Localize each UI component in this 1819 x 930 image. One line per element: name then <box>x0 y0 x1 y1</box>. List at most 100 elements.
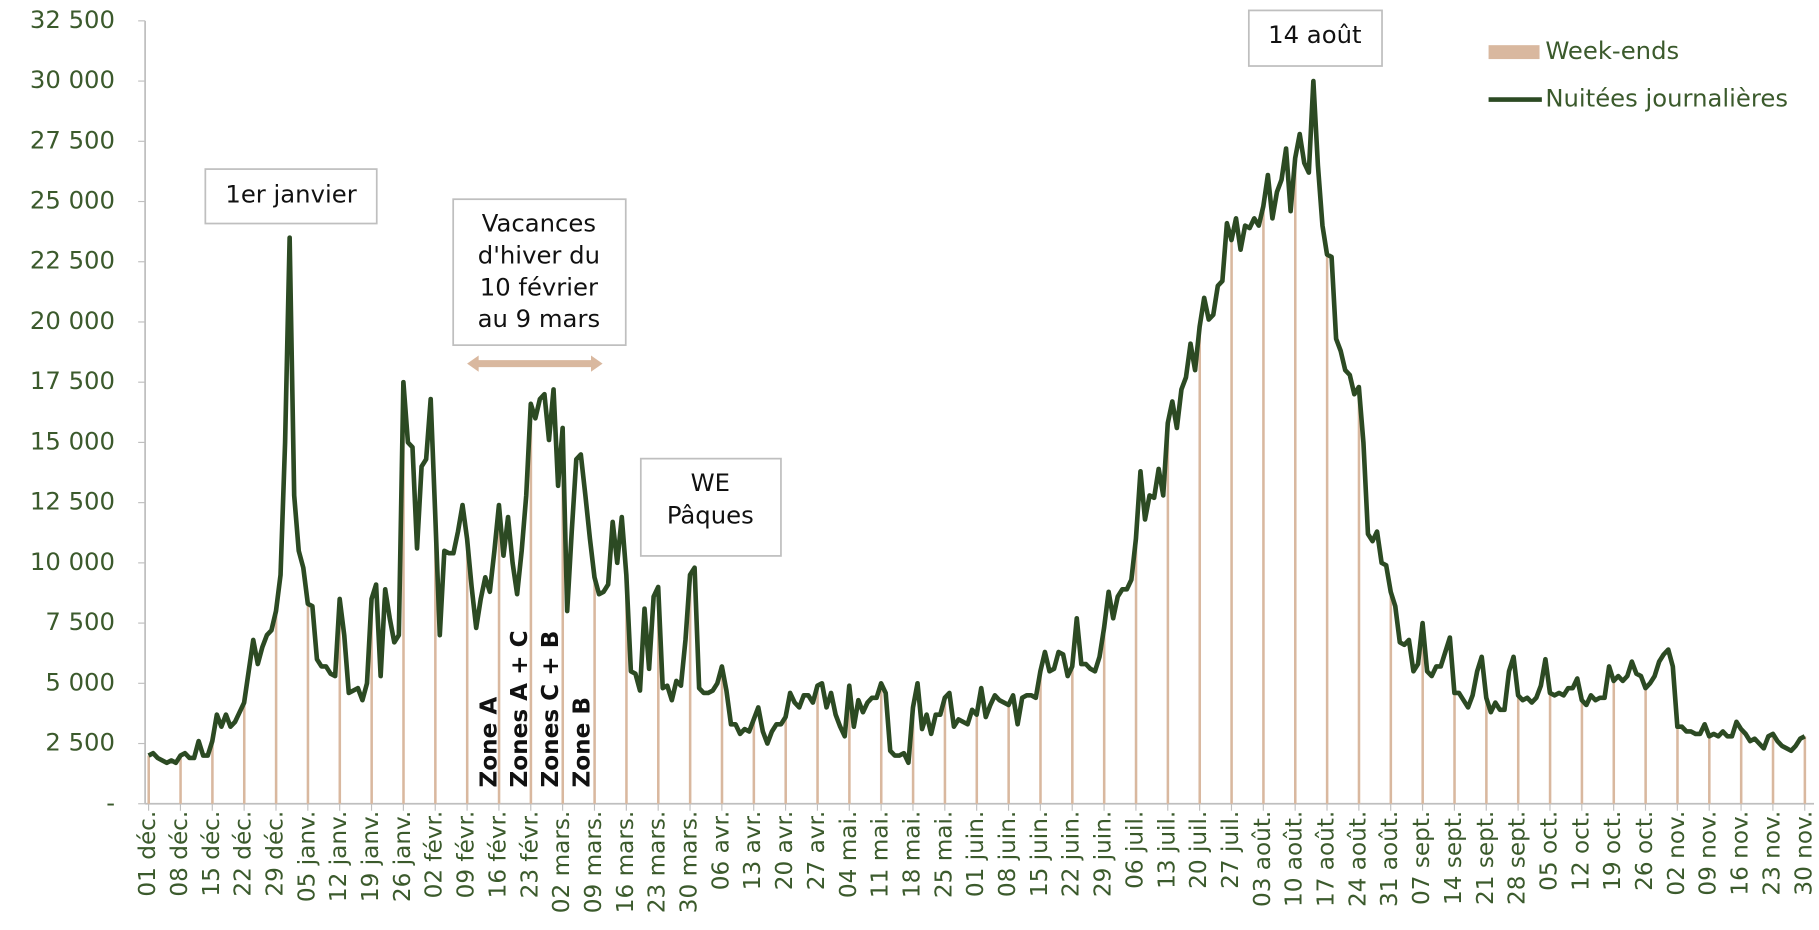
x-tick-label: 19 oct. <box>1600 811 1626 891</box>
x-tick-label: 09 mars. <box>581 811 607 914</box>
y-tick-label: 5 000 <box>45 667 115 696</box>
weekend-bar <box>1612 680 1616 804</box>
weekend-bar <box>529 403 533 804</box>
weekend-bar <box>848 685 851 804</box>
weekend-bar <box>688 574 692 804</box>
weekend-bar <box>179 755 182 804</box>
annotation: 10 février <box>480 272 598 301</box>
x-tick-label: 16 févr. <box>485 811 511 899</box>
x-tick-label: 08 déc. <box>167 811 193 897</box>
weekend-bar <box>561 427 565 804</box>
weekend-bar <box>434 514 437 804</box>
x-tick-label: 13 juil. <box>1154 811 1180 889</box>
weekend-bar <box>1803 736 1807 804</box>
x-tick-label: 21 sept. <box>1473 811 1499 905</box>
weekend-bar <box>625 574 628 804</box>
y-tick-label: 15 000 <box>30 426 115 455</box>
x-tick-label: 27 avr. <box>804 811 830 890</box>
weekend-bar <box>1389 591 1393 804</box>
x-tick-label: 07 sept. <box>1409 811 1435 905</box>
x-tick-label: 20 avr. <box>772 811 798 890</box>
y-tick-label: 27 500 <box>30 125 115 154</box>
x-tick-label: 12 janv. <box>326 811 352 902</box>
x-tick-label: 29 déc. <box>262 811 288 897</box>
x-tick-label: 10 août. <box>1282 811 1308 907</box>
zone-label: Zones A + C <box>507 630 533 787</box>
weekend-bar <box>1485 697 1488 804</box>
x-tick-label: 02 mars. <box>549 811 575 914</box>
weekend-bar <box>402 382 405 804</box>
weekend-bar <box>1453 692 1456 804</box>
annotation-box <box>639 457 782 557</box>
annotation: d'hiver du <box>478 241 600 270</box>
weekend-bar <box>211 741 214 804</box>
x-tick-label: 30 mars. <box>677 811 703 914</box>
x-tick-label: 02 févr. <box>422 811 448 899</box>
x-tick-label: 12 oct. <box>1568 811 1594 891</box>
x-tick-label: 06 avr. <box>708 811 734 890</box>
y-tick-label: 17 500 <box>30 366 115 395</box>
legend-label: Week-ends <box>1545 36 1679 65</box>
x-tick-label: 16 nov. <box>1728 811 1754 896</box>
x-tick-label: 15 déc. <box>199 811 225 897</box>
x-tick-label: 30 nov. <box>1791 811 1817 896</box>
weekend-bar <box>593 577 596 804</box>
weekend-bar <box>1134 538 1138 804</box>
weekend-bar <box>720 666 724 804</box>
x-tick-label: 16 mars. <box>613 811 639 914</box>
weekend-bar <box>1516 695 1520 804</box>
annotation-box <box>1247 9 1383 67</box>
weekend-bar <box>338 598 342 804</box>
weekend-bar <box>465 538 469 804</box>
weekend-bar <box>911 707 915 804</box>
y-tick-label: 10 000 <box>30 547 115 576</box>
weekend-bar <box>816 685 819 804</box>
x-tick-label: 28 sept. <box>1505 811 1531 905</box>
arrow-head <box>467 355 479 372</box>
x-tick-label: 03 août. <box>1250 811 1276 907</box>
weekend-bar <box>752 719 756 804</box>
x-tick-label: 24 août. <box>1345 811 1371 907</box>
weekend-bar <box>1708 736 1711 804</box>
y-tick-label: 2 500 <box>45 728 115 757</box>
weekend-bar <box>1039 671 1042 804</box>
weekend-bar <box>1421 623 1424 804</box>
weekend-bar <box>1325 254 1329 804</box>
x-tick-label: 15 juin. <box>1027 811 1053 897</box>
y-tick-label: 30 000 <box>30 65 115 94</box>
weekend-bar <box>943 697 947 804</box>
weekend-bar <box>147 755 150 804</box>
annotation: au 9 mars <box>478 304 600 333</box>
zone-label: Zones C + B <box>538 631 564 788</box>
x-tick-label: 26 oct. <box>1632 811 1658 891</box>
weekend-bar <box>975 714 979 804</box>
weekend-bar <box>1548 692 1552 804</box>
weekend-bar <box>1676 726 1679 804</box>
weekend-bar <box>1071 666 1074 804</box>
x-tick-label: 09 nov. <box>1696 811 1722 896</box>
y-tick-label: 25 000 <box>30 186 115 215</box>
x-tick-label: 08 juin. <box>995 811 1021 897</box>
x-tick-label: 17 août. <box>1314 811 1340 907</box>
x-tick-label: 23 nov. <box>1759 811 1785 896</box>
x-tick-label: 09 févr. <box>454 811 480 899</box>
x-tick-label: 31 août. <box>1377 811 1403 907</box>
weekend-bar <box>1739 729 1743 804</box>
annotation: Pâques <box>667 501 754 530</box>
weekend-bar <box>1294 158 1297 804</box>
x-tick-label: 11 mai. <box>868 811 894 898</box>
weekend-bar <box>1102 627 1106 804</box>
arrow-head <box>591 355 603 372</box>
x-tick-label: 01 juin. <box>963 811 989 897</box>
weekend-bar <box>1771 733 1775 804</box>
annotation-box <box>452 198 627 346</box>
y-tick-label: 22 500 <box>30 246 115 275</box>
y-tick-label: 12 500 <box>30 487 115 516</box>
x-tick-label: 05 janv. <box>294 811 320 902</box>
x-tick-label: 22 déc. <box>231 811 257 897</box>
weekend-bar <box>497 505 501 804</box>
y-tick-label: - <box>106 788 115 817</box>
annotation: WE <box>691 468 730 497</box>
weekend-bar <box>242 702 246 804</box>
